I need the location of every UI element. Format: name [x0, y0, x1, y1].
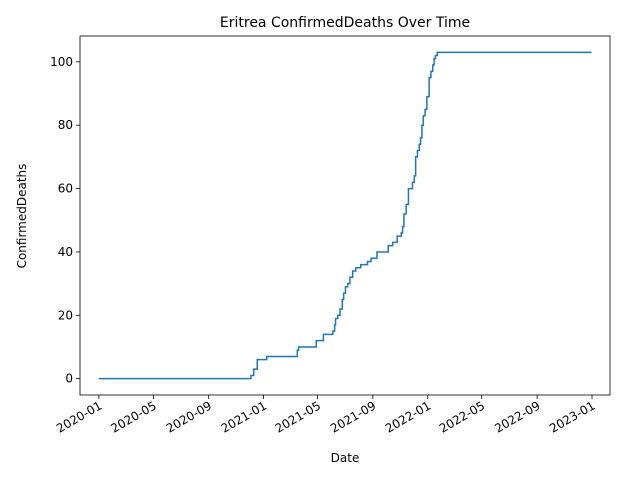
- y-tick-label: 100: [50, 55, 73, 69]
- y-tick-label: 80: [58, 118, 73, 132]
- x-axis-label: Date: [331, 451, 360, 465]
- y-tick-label: 20: [58, 308, 73, 322]
- x-tick-label: 2023-01: [547, 398, 597, 435]
- x-tick-label: 2021-05: [273, 398, 323, 435]
- y-tick-label: 60: [58, 182, 73, 196]
- y-tick-label: 40: [58, 245, 73, 259]
- y-axis: 0 20 40 60 80 100: [50, 55, 80, 386]
- plot-area: [79, 35, 611, 396]
- chart-title: Eritrea ConfirmedDeaths Over Time: [220, 15, 470, 31]
- y-tick-label: 0: [65, 372, 73, 386]
- x-tick-label: 2020-01: [54, 398, 104, 435]
- x-tick-label: 2022-05: [437, 398, 487, 435]
- y-axis-label: ConfirmedDeaths: [15, 164, 29, 269]
- x-tick-label: 2022-01: [383, 398, 433, 435]
- plot-frame: [79, 35, 611, 396]
- x-tick-label: 2022-09: [492, 398, 542, 435]
- series-line-0: [98, 51, 592, 380]
- x-tick-label: 2021-09: [328, 398, 378, 435]
- x-tick-label: 2021-01: [219, 398, 269, 435]
- x-axis: 2020-01 2020-05 2020-09 2021-01 2021-05 2021-…: [54, 395, 598, 436]
- x-tick-label: 2020-05: [108, 398, 158, 435]
- x-tick-label: 2020-09: [164, 398, 214, 435]
